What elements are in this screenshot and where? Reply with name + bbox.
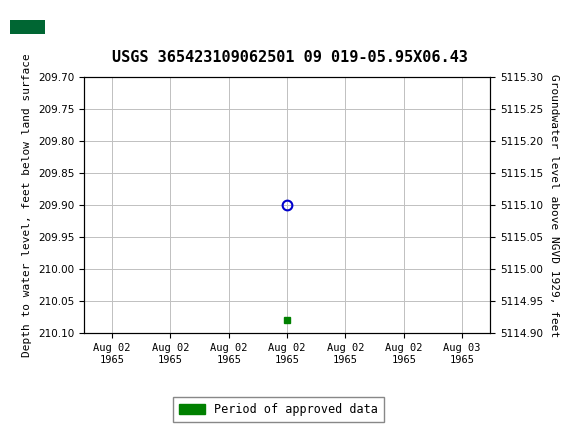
Text: USGS: USGS [55, 10, 118, 31]
Text: USGS 365423109062501 09 019-05.95X06.43: USGS 365423109062501 09 019-05.95X06.43 [112, 49, 468, 64]
Bar [7, 5, 48, 36]
Y-axis label: Depth to water level, feet below land surface: Depth to water level, feet below land su… [23, 53, 32, 357]
Legend: Period of approved data: Period of approved data [173, 397, 384, 422]
Y-axis label: Groundwater level above NGVD 1929, feet: Groundwater level above NGVD 1929, feet [549, 74, 559, 337]
Bar [10, 20, 45, 34]
